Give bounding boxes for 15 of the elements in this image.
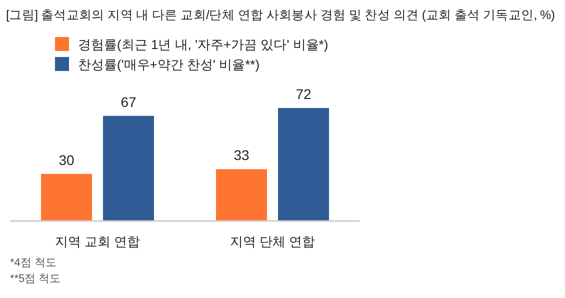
bar [103,116,154,221]
data-label: 33 [234,147,250,164]
legend-label: 경험률(최근 1년 내, '자주+가끔 있다' 비율*) [78,37,328,52]
x-tick-label: 지역 단체 연합 [230,234,316,249]
data-label: 67 [120,94,136,110]
bar [41,174,92,221]
bar [216,169,267,221]
x-tick-label: 지역 교회 연합 [54,234,140,249]
text: *4점 척도 [10,257,56,269]
bar [278,108,329,221]
text: **5점 척도 [10,273,61,285]
data-label: 72 [296,86,312,102]
chart-title: [그림] 출석교회의 지역 내 다른 교회/단체 연합 사회봉사 경험 및 찬성 의견 (교회 출석 기독교인, %) [6,8,555,22]
data-label: 30 [58,152,74,168]
legend-label: 찬성률('매우+약간 찬성' 비율**) [78,57,260,72]
